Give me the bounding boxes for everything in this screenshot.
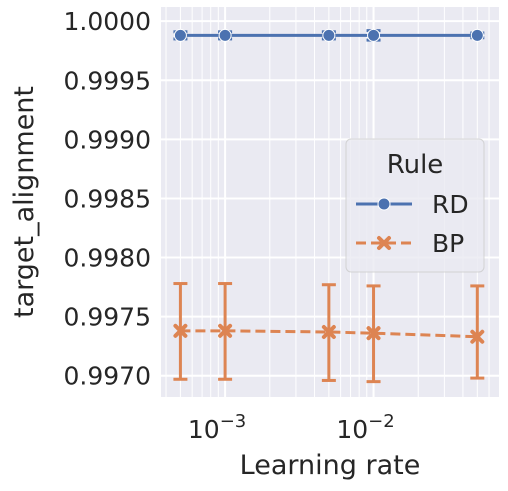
y-tick-label: 0.9995 bbox=[64, 66, 151, 95]
legend-entries: RD BP bbox=[356, 190, 469, 258]
data-point-rd bbox=[367, 28, 381, 42]
data-point-rd bbox=[322, 28, 336, 42]
data-point-bp bbox=[366, 326, 381, 341]
x-axis-label: Learning rate bbox=[240, 450, 421, 481]
data-point-rd bbox=[218, 28, 232, 42]
data-point-rd bbox=[470, 28, 484, 42]
y-axis-label: target_alignment bbox=[9, 86, 40, 318]
series-bp bbox=[173, 282, 485, 384]
series-rd bbox=[173, 28, 485, 42]
x-tick-labels: 10−3 10−2 bbox=[188, 411, 395, 444]
legend-label-bp: BP bbox=[432, 229, 464, 258]
legend: Rule RD BP bbox=[345, 138, 485, 273]
y-tick-label: 0.9985 bbox=[64, 184, 151, 213]
legend-marker-rd bbox=[377, 197, 391, 211]
y-tick-label: 0.9980 bbox=[64, 244, 151, 273]
y-tick-label: 0.9970 bbox=[64, 362, 151, 391]
data-point-bp bbox=[218, 323, 233, 338]
legend-marker-bp bbox=[377, 236, 391, 250]
data-point-bp bbox=[470, 329, 485, 344]
series-layer bbox=[173, 28, 485, 384]
data-point-rd bbox=[173, 28, 187, 42]
series-line-bp bbox=[180, 329, 478, 339]
x-tick-label: 10−2 bbox=[336, 411, 394, 444]
legend-label-rd: RD bbox=[432, 190, 469, 219]
x-tick-label: 10−3 bbox=[188, 411, 246, 444]
y-tick-label: 1.0000 bbox=[64, 7, 151, 36]
y-tick-label: 0.9975 bbox=[64, 303, 151, 332]
legend-title: Rule bbox=[387, 150, 444, 180]
y-tick-label: 0.9990 bbox=[64, 125, 151, 154]
data-point-bp bbox=[321, 325, 336, 339]
y-tick-labels: 0.9970 0.9975 0.9980 0.9985 0.9990 0.9995 1.00… bbox=[64, 7, 151, 391]
data-point-bp bbox=[173, 323, 188, 338]
